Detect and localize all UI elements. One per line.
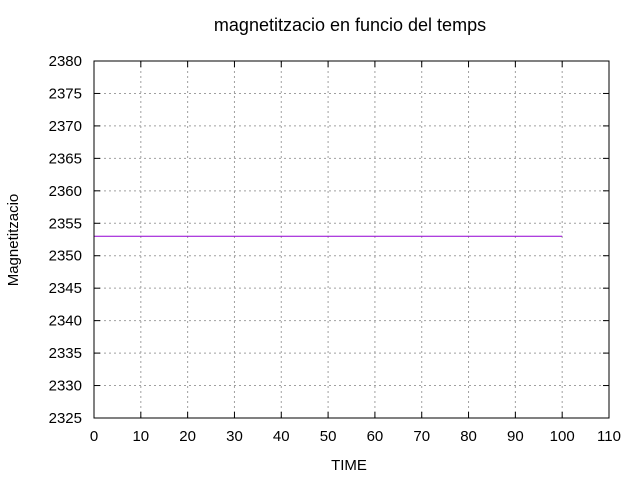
y-tick-labels: 2325 2330 2335 2340 2345 2350 2355 2360 2365 2370… (49, 53, 82, 427)
x-tick-label: 30 (226, 428, 243, 445)
x-tick-label: 110 (597, 428, 621, 445)
y-tick-label: 2345 (49, 280, 82, 297)
x-tick-label: 80 (460, 428, 477, 445)
x-tick-label: 50 (320, 428, 337, 445)
y-tick-label: 2340 (49, 313, 82, 330)
grid (94, 61, 609, 418)
y-axis-title: Magnetitzacio (5, 194, 22, 287)
x-tick-label: 100 (550, 428, 575, 445)
x-tick-label: 20 (179, 428, 196, 445)
y-tick-label: 2380 (49, 53, 82, 70)
y-tick-label: 2365 (49, 150, 82, 167)
y-tick-label: 2360 (49, 183, 82, 200)
ticks (93, 60, 610, 419)
x-tick-label: 40 (273, 428, 290, 445)
y-tick-label: 2370 (49, 118, 82, 135)
y-tick-label: 2325 (49, 410, 82, 427)
y-tick-label: 2350 (49, 248, 82, 265)
x-tick-label: 90 (507, 428, 524, 445)
x-tick-labels: 0 10 20 30 40 50 60 70 80 90 100 110 (90, 428, 621, 445)
chart-title: magnetitzacio en funcio del temps (214, 15, 486, 35)
x-axis-title: TIME (331, 457, 367, 474)
y-tick-label: 2355 (49, 215, 82, 232)
y-tick-label: 2330 (49, 378, 82, 395)
y-tick-label: 2375 (49, 85, 82, 102)
x-tick-label: 0 (90, 428, 98, 445)
plot-frame (93, 60, 610, 419)
x-tick-label: 70 (413, 428, 430, 445)
y-tick-label: 2335 (49, 345, 82, 362)
x-tick-label: 60 (367, 428, 384, 445)
x-tick-label: 10 (132, 428, 149, 445)
